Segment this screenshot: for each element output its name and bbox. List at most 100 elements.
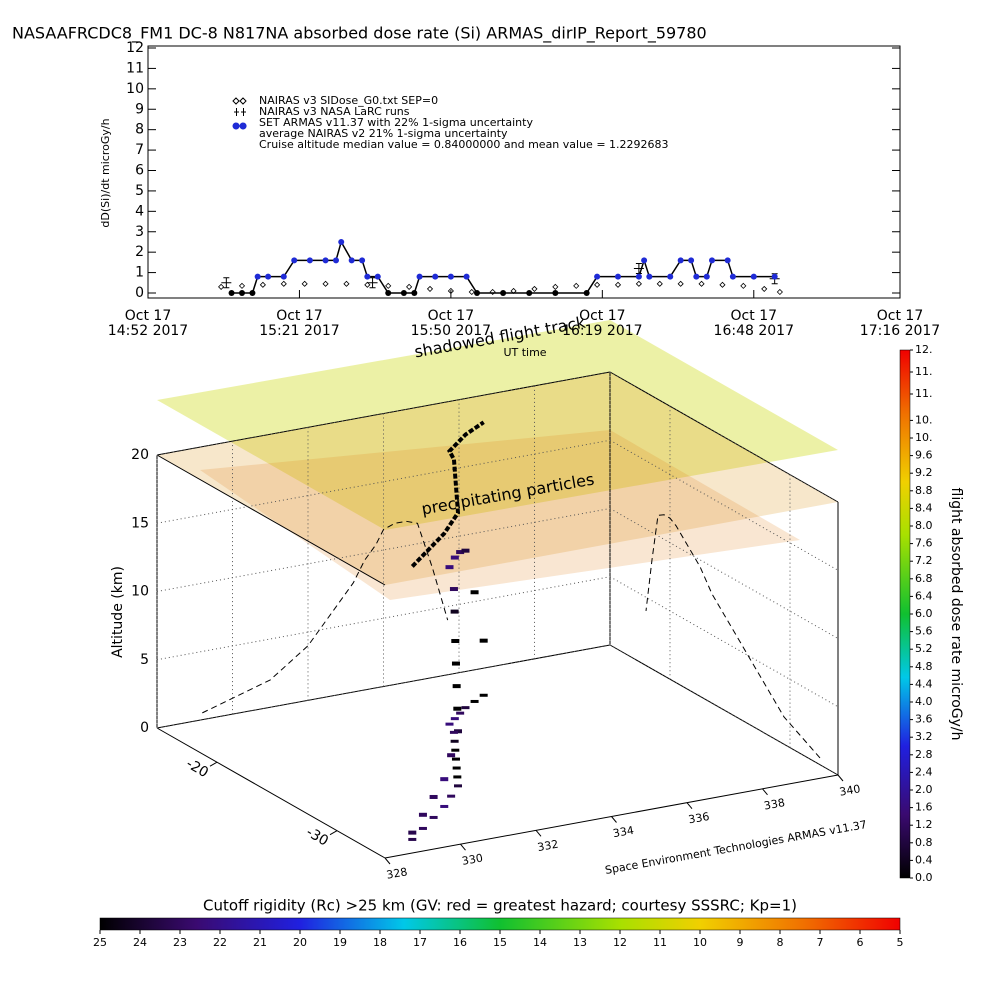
dose-point: [461, 548, 470, 553]
page-title: NASAAFRCDC8_FM1 DC-8 N817NA absorbed dos…: [12, 24, 707, 44]
dose-point: [429, 794, 438, 799]
colorbar-tick-label: 5.2: [915, 642, 933, 655]
x-tick-label: 16:48 2017: [714, 323, 794, 339]
dot-marker: [646, 273, 653, 280]
diamond-marker: [489, 288, 496, 296]
colorbar-tick-label: 10: [693, 936, 707, 949]
diamond-marker: [364, 281, 371, 288]
colorbar-tick-label: 9.6: [915, 449, 933, 462]
z-tick-label: 5: [140, 652, 149, 668]
x-tick-label: Oct 17: [731, 308, 777, 324]
dose-point: [450, 555, 459, 560]
diamond-marker: [698, 280, 705, 287]
diamond-marker: [776, 288, 783, 296]
dot-marker: [416, 273, 423, 280]
x-tick-label: Oct 17: [579, 308, 625, 324]
dose-point: [451, 661, 460, 666]
diamond-marker: [719, 281, 726, 288]
diamond-marker: [614, 281, 622, 288]
colorbar-tick-label: 6.8: [915, 572, 933, 585]
colorbar-tick-label: 12.: [915, 343, 933, 356]
colorbar-tick-label: 21: [253, 936, 267, 949]
diamond-marker: [259, 281, 266, 288]
colorbar-tick-label: 2.4: [915, 765, 933, 778]
y-tick-label: 2: [135, 244, 144, 260]
colorbar-tick-label: 17: [413, 936, 427, 949]
y-tick-label: 6: [135, 163, 144, 179]
colorbar: [899, 349, 911, 879]
x-tick: [762, 788, 768, 796]
colorbar-tick-label: 3.2: [915, 730, 933, 743]
x-tick-label: 16:19 2017: [562, 323, 642, 339]
dose-point: [454, 729, 462, 734]
series-line: [231, 240, 775, 294]
diamond-marker: [218, 283, 225, 290]
dot-marker: [526, 290, 533, 296]
dose-point: [470, 590, 479, 595]
y-tick-label: 11: [126, 60, 144, 76]
altitude-curtain: [202, 520, 449, 714]
dot-marker: [249, 290, 256, 296]
diamond-marker: [238, 282, 246, 289]
colorbar-tick-label: 11: [653, 936, 667, 949]
y-tick-label: 9: [135, 101, 144, 117]
ground-track-point: [461, 706, 470, 710]
x-tick-label: 17:16 2017: [860, 323, 940, 339]
plot-frame: [147, 45, 901, 299]
legend-symbol: [234, 108, 246, 116]
dot-marker: [724, 257, 731, 264]
dot-marker: [447, 273, 454, 280]
y-tick-label: 1: [135, 265, 144, 281]
diamond-marker: [635, 280, 642, 287]
dot-marker: [583, 290, 590, 296]
dose-point: [452, 684, 461, 689]
axis-edge: [156, 454, 386, 586]
dose-point: [447, 753, 456, 758]
colorbar-tick-label: 0.0: [915, 871, 933, 884]
y-tick-label: -30: [303, 824, 331, 849]
dot-marker: [474, 290, 480, 296]
x-tick-label: 330: [461, 851, 484, 867]
ground-track-point: [454, 784, 462, 788]
dose-point: [440, 777, 449, 782]
dot-marker: [703, 273, 710, 280]
plus-marker: [367, 277, 378, 289]
colorbar-tick-label: 1.2: [915, 818, 933, 831]
dot-marker: [771, 273, 778, 280]
ground-track-point: [453, 775, 462, 779]
x-tick: [611, 816, 617, 823]
x-tick-label: 338: [763, 796, 786, 812]
x-tick-label: 15:21 2017: [259, 323, 339, 339]
x-tick-label: 15:50 2017: [411, 323, 491, 339]
dot-marker: [615, 273, 621, 280]
x-tick-label: 328: [385, 865, 408, 881]
dose-point: [479, 638, 488, 643]
altitude-curtain: [645, 514, 821, 759]
ground-track-point: [440, 804, 449, 808]
colorbar-tick-label: 10.: [915, 431, 933, 444]
dot-marker: [385, 290, 392, 296]
diamond-marker: [322, 280, 329, 287]
ground-track-point: [429, 815, 438, 819]
colorbar-tick-label: 13: [573, 936, 587, 949]
x-tick: [460, 843, 466, 851]
y-tick-label: 4: [135, 203, 144, 219]
x-tick-label: Oct 17: [877, 308, 923, 324]
diamond-marker: [426, 285, 434, 292]
dose-point: [453, 706, 462, 711]
dot-marker: [280, 273, 287, 280]
dot-marker: [594, 273, 601, 280]
diamond-marker: [343, 280, 350, 287]
axis-edge: [609, 371, 839, 503]
dot-marker: [291, 257, 298, 264]
legend-label: NAIRAS v3 SIDose_G0.txt SEP=0: [259, 94, 438, 107]
colorbar-tick-label: 6.4: [915, 589, 933, 602]
dot-marker: [265, 273, 272, 280]
x-tick-label: 14:52 2017: [108, 323, 188, 339]
dot-marker: [338, 238, 345, 245]
grid-line: [156, 371, 611, 456]
x-tick: [686, 802, 693, 809]
dot-marker: [463, 273, 470, 280]
